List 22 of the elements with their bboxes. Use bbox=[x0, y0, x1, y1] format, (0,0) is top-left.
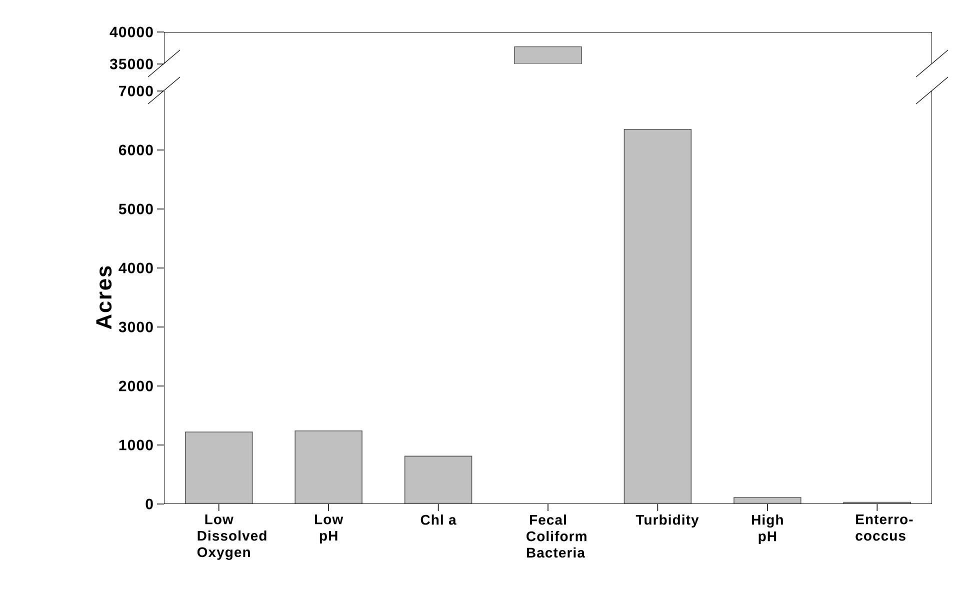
y-tick-label: 1000 bbox=[119, 440, 153, 450]
y-tick-label: 5000 bbox=[118, 204, 153, 214]
y-tick-label: 4000 bbox=[118, 262, 153, 274]
y-tick-label: 3000 bbox=[118, 322, 153, 332]
y-tick-label: 0 bbox=[146, 498, 153, 510]
y-tick-label: 6000 bbox=[118, 144, 153, 156]
x-tick-label: Low pH bbox=[315, 514, 344, 544]
bar bbox=[404, 456, 472, 504]
x-tick-label: Turbidity bbox=[636, 514, 699, 528]
x-tick-label: Chl a bbox=[420, 514, 456, 525]
y-tick-label: 7000 bbox=[119, 86, 153, 96]
x-tick-label: High pH bbox=[752, 514, 783, 544]
y-tick-label: 35000 bbox=[110, 58, 153, 70]
bar bbox=[294, 430, 362, 504]
y-tick-label: 2000 bbox=[118, 380, 153, 392]
x-tick-label: Low Dissolved Oxygen bbox=[197, 514, 266, 560]
x-tick-label: Enterro-coccus bbox=[856, 514, 913, 541]
x-tick-label: Fecal Coliform Bacteria bbox=[526, 514, 586, 558]
y-axis-title: Acres bbox=[96, 266, 112, 330]
y-tick-label: 40000 bbox=[110, 26, 153, 38]
bar bbox=[184, 432, 253, 504]
bar bbox=[624, 128, 692, 504]
